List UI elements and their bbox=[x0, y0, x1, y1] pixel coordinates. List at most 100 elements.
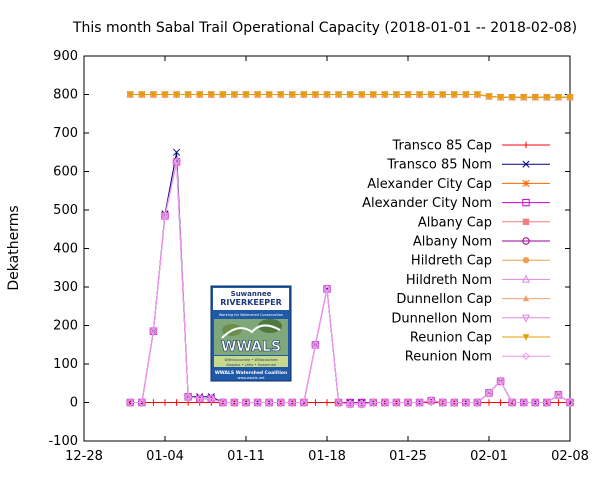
legend-label: Hildreth Nom bbox=[406, 273, 492, 288]
data-point bbox=[522, 352, 530, 361]
series-reunion-cap bbox=[127, 91, 574, 101]
data-point bbox=[149, 327, 158, 336]
legend-item: Alexander City Cap bbox=[367, 177, 550, 192]
y-tick-label: 0 bbox=[70, 396, 78, 411]
logo-brand: RIVERKEEPER bbox=[220, 298, 282, 307]
data-point bbox=[208, 91, 215, 99]
data-point bbox=[277, 91, 284, 99]
legend-label: Transco 85 Cap bbox=[391, 139, 492, 154]
data-point bbox=[242, 91, 250, 99]
data-point bbox=[380, 398, 389, 407]
series-dunnellon-nom bbox=[126, 158, 575, 410]
data-point bbox=[555, 399, 562, 406]
data-point bbox=[566, 398, 574, 407]
data-point bbox=[196, 91, 203, 99]
data-point bbox=[300, 91, 308, 99]
legend-label: Transco 85 Nom bbox=[386, 158, 492, 173]
data-point bbox=[462, 91, 470, 99]
data-point bbox=[532, 94, 539, 101]
y-tick-label: -100 bbox=[48, 434, 78, 449]
data-point bbox=[126, 398, 135, 407]
logo-rivers-line-1: Withlacoochee • Willacoochee bbox=[224, 358, 277, 362]
data-point bbox=[346, 91, 354, 99]
data-point bbox=[393, 91, 400, 99]
y-tick-label: 900 bbox=[53, 49, 78, 64]
series-reunion-nom bbox=[126, 157, 574, 409]
legend-item: Albany Nom bbox=[413, 235, 550, 250]
data-point bbox=[195, 394, 204, 403]
data-point bbox=[522, 257, 530, 264]
data-point bbox=[461, 398, 470, 407]
y-tick-label: 400 bbox=[53, 242, 78, 257]
data-point bbox=[522, 294, 530, 302]
series-line bbox=[130, 161, 571, 405]
legend-label: Alexander City Nom bbox=[362, 196, 492, 211]
data-point bbox=[520, 94, 527, 101]
legend-label: Dunnellon Nom bbox=[391, 311, 492, 326]
data-point bbox=[508, 94, 516, 101]
series-line bbox=[130, 152, 571, 403]
data-point bbox=[253, 398, 262, 407]
data-point bbox=[485, 388, 493, 397]
data-point bbox=[219, 91, 227, 99]
legend-label: Albany Cap bbox=[418, 215, 492, 230]
series-line bbox=[130, 161, 571, 405]
legend-label: Reunion Cap bbox=[410, 331, 492, 346]
legend-label: Alexander City Cap bbox=[367, 177, 492, 192]
data-point bbox=[230, 398, 239, 407]
data-point bbox=[531, 398, 540, 407]
data-point bbox=[450, 398, 459, 407]
x-tick-label: 01-04 bbox=[146, 449, 184, 464]
data-point bbox=[254, 91, 261, 99]
logo-rivers-line-2: Alapaha • Little • Suwannee bbox=[226, 363, 276, 367]
legend-label: Dunnellon Cap bbox=[396, 292, 492, 307]
data-point bbox=[497, 399, 504, 406]
data-point bbox=[207, 394, 216, 403]
data-point bbox=[543, 94, 551, 101]
data-point bbox=[312, 399, 319, 406]
data-point bbox=[473, 398, 482, 407]
legend-item: Dunnellon Nom bbox=[391, 311, 550, 326]
data-point bbox=[288, 398, 297, 407]
data-point bbox=[150, 399, 157, 406]
data-point bbox=[265, 91, 273, 99]
data-point bbox=[404, 398, 412, 407]
y-axis-label: Dekatherms bbox=[6, 205, 22, 290]
axes-layer: -100 0 100 200 300 400 500 600 700 800 900 12-28 01-… bbox=[48, 49, 588, 464]
data-point bbox=[522, 141, 530, 149]
legend-item: Hildreth Cap bbox=[411, 254, 550, 269]
data-point bbox=[497, 94, 504, 101]
data-point bbox=[522, 218, 530, 225]
series-line bbox=[130, 161, 571, 405]
data-point bbox=[439, 91, 446, 99]
x-tick-label: 01-11 bbox=[227, 449, 265, 464]
data-point bbox=[138, 91, 146, 99]
y-tick-label: 600 bbox=[53, 165, 78, 180]
series-albany-nom bbox=[126, 158, 574, 409]
data-point bbox=[184, 392, 193, 401]
data-point bbox=[184, 91, 192, 99]
x-tick-label: 01-25 bbox=[389, 449, 427, 464]
series-line bbox=[130, 161, 571, 405]
data-point bbox=[451, 91, 458, 99]
data-point bbox=[299, 398, 308, 407]
data-point bbox=[358, 91, 365, 99]
data-point bbox=[522, 198, 530, 207]
logo-wwals: WWALS bbox=[221, 339, 281, 355]
data-point bbox=[522, 334, 530, 341]
series-hildreth-nom bbox=[126, 157, 575, 408]
legend-item: Albany Cap bbox=[418, 215, 550, 230]
data-point bbox=[519, 398, 528, 407]
data-point bbox=[392, 398, 401, 407]
data-point bbox=[323, 399, 331, 406]
data-point bbox=[521, 314, 531, 323]
data-point bbox=[427, 91, 435, 99]
y-tick-label: 300 bbox=[53, 280, 78, 295]
data-point bbox=[161, 91, 169, 99]
x-tick-label: 02-01 bbox=[470, 449, 508, 464]
y-tick-label: 200 bbox=[53, 319, 78, 334]
series-transco-85-nom bbox=[126, 148, 574, 407]
legend-item: Reunion Cap bbox=[410, 331, 550, 346]
data-point bbox=[218, 398, 227, 407]
